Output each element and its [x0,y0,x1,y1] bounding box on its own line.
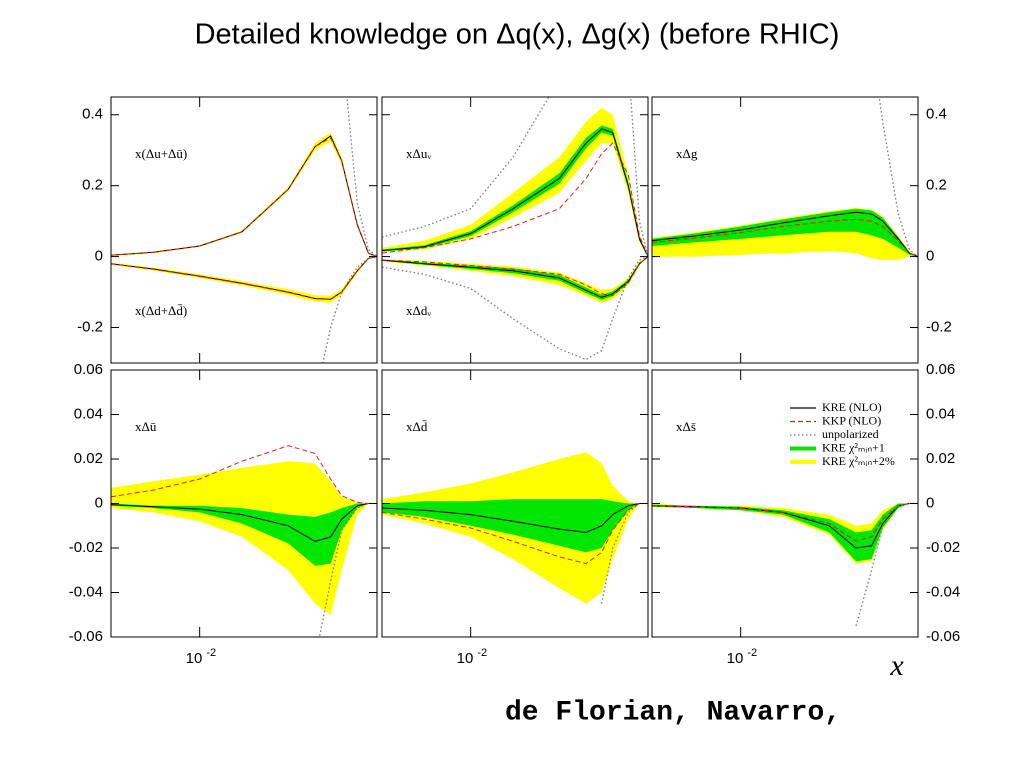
slide-title: Detailed knowledge on Δq(x), Δg(x) (befo… [195,19,840,51]
y-tick-label: 0.4 [926,106,947,123]
tick-base: 10 [186,650,203,667]
error-band [111,503,377,566]
error-band [652,208,918,257]
panel-frame [651,96,919,364]
curve [111,256,377,301]
curve [652,218,918,258]
y-tick-label: 0 [926,494,934,511]
y-tick-label: -0.06 [926,628,960,645]
panel-plot [382,97,648,361]
curve [322,255,377,363]
error-band [652,503,918,562]
x-tick-label: 10 -2 [727,647,757,667]
y-tick-label: 0.02 [926,450,955,467]
legend-label: unpolarized [822,427,879,441]
y-tick-label: 0.4 [82,106,103,123]
tick-exponent: -2 [747,647,757,659]
panel-label: x(Δu+Δū) [135,146,187,161]
y-tick-label: 0.06 [926,361,955,378]
y-tick-label: -0.06 [69,628,103,645]
legend-swatch [790,460,816,464]
y-tick-label: -0.04 [69,583,103,600]
y-tick-label: 0.02 [74,450,103,467]
curve [652,211,918,258]
y-tick-label: 0 [926,248,934,265]
curve [855,502,918,627]
curve [382,97,648,257]
curve [382,503,648,565]
authors-footer: de Florian, Navarro, [505,697,841,728]
y-tick-label: -0.02 [69,539,103,556]
y-tick-label: 0.04 [926,405,955,422]
panel-frame [381,96,649,364]
x-tick-label: 10 -2 [457,647,487,667]
tick-base: 10 [457,650,474,667]
curve [382,256,648,297]
curve [346,97,377,258]
x-tick-label: 10 -2 [186,647,216,667]
y-tick-label: 0.2 [82,177,103,194]
error-band [111,461,377,615]
tick-base: 10 [727,650,744,667]
panel-label: x(Δd+Δd̄) [135,303,187,318]
panel-frame [110,96,378,364]
legend-label: KKP (NLO) [822,413,881,427]
panel-plot [652,97,918,261]
panel-label: xΔdᵥ [406,303,431,318]
panel-label: xΔs̄ [676,419,696,434]
panel-label: xΔū [135,419,157,434]
legend-swatch [790,446,816,451]
curve [382,503,648,533]
y-tick-label: 0 [95,494,103,511]
y-tick-label: -0.2 [926,319,952,336]
y-tick-label: 0 [95,248,103,265]
curve [111,445,377,504]
panel-label: xΔg [676,146,698,161]
curve [878,97,918,258]
curve [382,142,648,257]
tick-exponent: -2 [477,647,487,659]
curve [382,256,648,298]
x-axis-label: x [889,649,904,682]
y-tick-label: 0.06 [74,361,103,378]
error-band [382,256,648,303]
error-band [382,256,648,300]
tick-exponent: -2 [206,647,216,659]
panel-plot [382,452,648,604]
legend-label: KRE χ²ₘᵢₙ+2% [822,454,895,468]
panel-plot [652,502,918,627]
panel-label: xΔuᵥ [406,146,431,161]
curve [382,128,648,257]
y-tick-label: -0.2 [77,319,103,336]
legend-label: KRE (NLO) [822,400,882,414]
y-tick-label: 0.04 [74,405,103,422]
curve [111,137,377,258]
panel-plot [111,97,377,363]
panel-label: xΔd̄ [406,419,428,434]
curve [111,503,377,542]
y-tick-label: -0.02 [926,539,960,556]
legend-label: KRE χ²ₘᵢₙ+1 [822,440,885,454]
y-tick-label: -0.04 [926,583,960,600]
y-tick-label: 0.2 [926,177,947,194]
